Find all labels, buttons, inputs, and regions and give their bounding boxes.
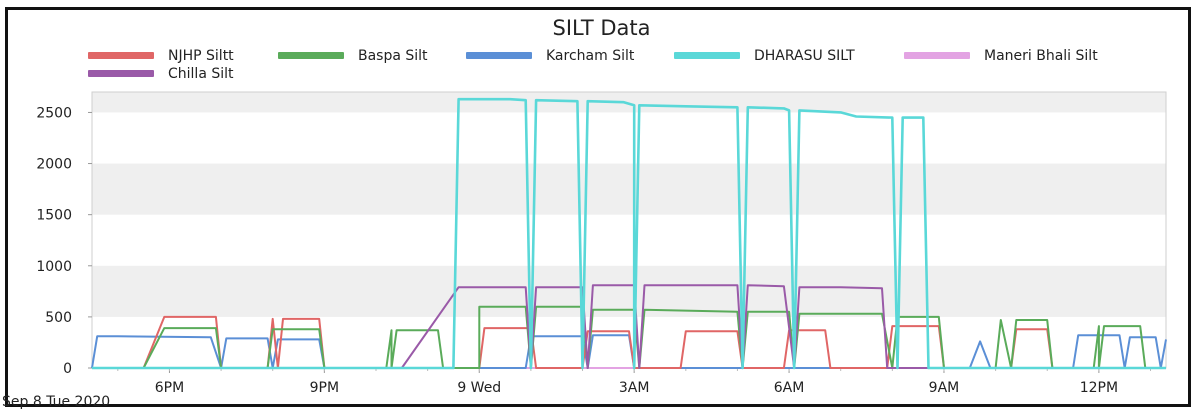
x-tick-label: 6AM bbox=[774, 380, 805, 396]
x-tick-label: 12PM bbox=[1080, 380, 1118, 396]
legend-label-karcham: Karcham Silt bbox=[546, 48, 635, 64]
legend-swatch-karcham bbox=[466, 52, 532, 59]
x-tick-label: 3AM bbox=[619, 380, 650, 396]
date-label: Sep 8 Tue 2020 bbox=[2, 394, 111, 410]
legend-label-dharasu: DHARASU SILT bbox=[754, 48, 855, 64]
legend-swatch-baspa bbox=[278, 52, 344, 59]
grid-band bbox=[92, 163, 1166, 215]
y-axis: 0 500 1000 1500 2000 2500 bbox=[36, 105, 92, 377]
series-line-dharasu bbox=[92, 97, 1166, 370]
legend-label-chilla: Chilla Silt bbox=[168, 66, 234, 82]
x-tick-label: 9PM bbox=[310, 380, 339, 396]
y-tick-label: 2000 bbox=[36, 157, 72, 173]
plot-border bbox=[91, 91, 1167, 369]
grid-band bbox=[92, 92, 1166, 113]
grid-band bbox=[92, 265, 1166, 317]
legend-swatch-njhp bbox=[88, 52, 154, 59]
y-tick-label: 1000 bbox=[36, 259, 72, 275]
series-lines bbox=[91, 97, 1167, 370]
x-axis: 6PM 9PM 9 Wed 3AM 6AM 9AM 12PM bbox=[117, 368, 1152, 396]
y-tick-label: 500 bbox=[45, 310, 72, 326]
legend-swatch-dharasu bbox=[674, 52, 740, 59]
legend-swatch-chilla bbox=[88, 70, 154, 77]
y-tick-label: 1500 bbox=[36, 208, 72, 224]
x-tick-label: 9 Wed bbox=[457, 380, 501, 396]
legend-label-maneri: Maneri Bhali Silt bbox=[984, 48, 1098, 64]
x-tick-label: 9AM bbox=[929, 380, 960, 396]
x-tick-label: 6PM bbox=[155, 380, 184, 396]
y-tick-label: 0 bbox=[63, 361, 72, 377]
chart-title: SILT Data bbox=[552, 16, 651, 40]
legend-swatch-maneri bbox=[904, 52, 970, 59]
grid-bands bbox=[92, 92, 1166, 317]
legend-label-njhp: NJHP Siltt bbox=[168, 48, 234, 64]
y-tick-label: 2500 bbox=[36, 105, 72, 121]
legend-label-baspa: Baspa Silt bbox=[358, 48, 428, 64]
